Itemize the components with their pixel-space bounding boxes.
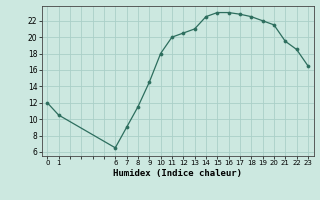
X-axis label: Humidex (Indice chaleur): Humidex (Indice chaleur) — [113, 169, 242, 178]
